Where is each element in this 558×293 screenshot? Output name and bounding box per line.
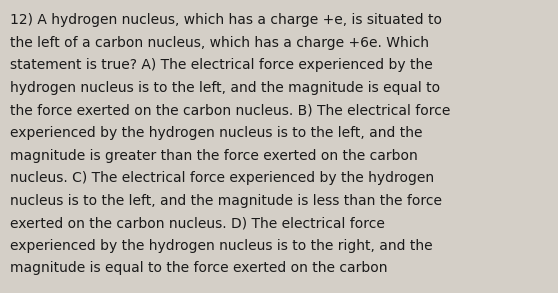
Text: 12) A hydrogen nucleus, which has a charge +e, is situated to: 12) A hydrogen nucleus, which has a char… [10,13,442,27]
Text: nucleus. C) The electrical force experienced by the hydrogen: nucleus. C) The electrical force experie… [10,171,434,185]
Text: magnitude is greater than the force exerted on the carbon: magnitude is greater than the force exer… [10,149,418,163]
Text: magnitude is equal to the force exerted on the carbon: magnitude is equal to the force exerted … [10,261,388,275]
Text: hydrogen nucleus is to the left, and the magnitude is equal to: hydrogen nucleus is to the left, and the… [10,81,440,95]
Text: statement is true? A) The electrical force experienced by the: statement is true? A) The electrical for… [10,58,433,72]
Text: nucleus is to the left, and the magnitude is less than the force: nucleus is to the left, and the magnitud… [10,194,442,208]
Text: the left of a carbon nucleus, which has a charge +6e. Which: the left of a carbon nucleus, which has … [10,36,429,50]
Text: the force exerted on the carbon nucleus. B) The electrical force: the force exerted on the carbon nucleus.… [10,103,450,117]
Text: experienced by the hydrogen nucleus is to the right, and the: experienced by the hydrogen nucleus is t… [10,239,432,253]
Text: experienced by the hydrogen nucleus is to the left, and the: experienced by the hydrogen nucleus is t… [10,126,422,140]
Text: exerted on the carbon nucleus. D) The electrical force: exerted on the carbon nucleus. D) The el… [10,216,385,230]
